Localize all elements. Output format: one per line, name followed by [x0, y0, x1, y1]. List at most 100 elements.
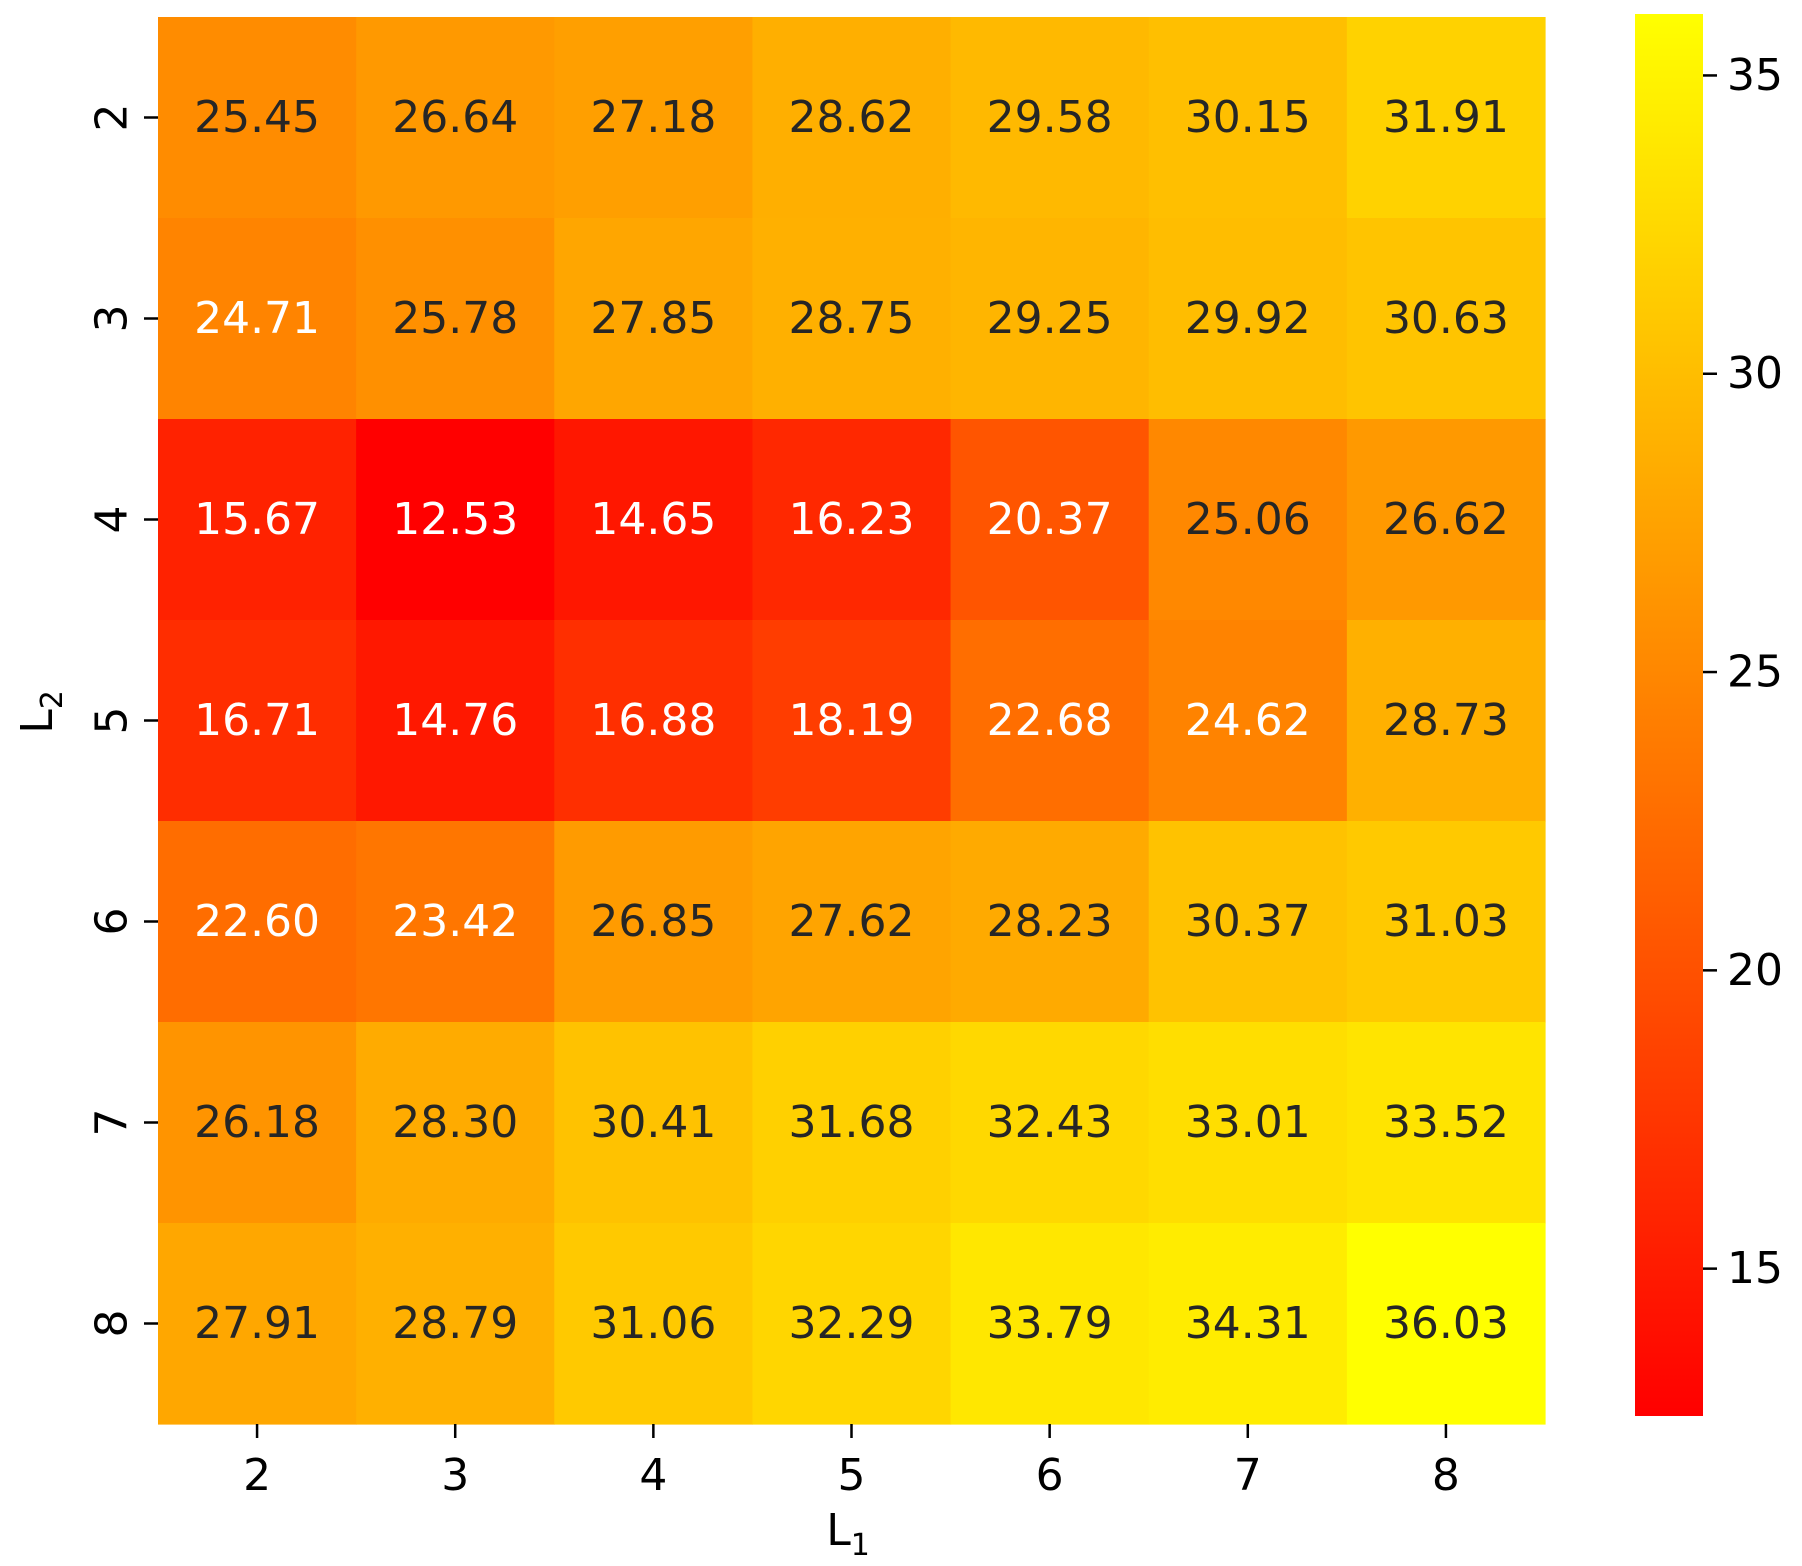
- cell-value-label: 30.63: [1383, 293, 1509, 344]
- heatmap-cell: [356, 218, 555, 420]
- colorbar-tick-label: 35: [1727, 50, 1783, 101]
- heatmap-cell: [1346, 419, 1546, 621]
- cell-value-label: 24.71: [194, 293, 320, 344]
- cell-value-label: 24.62: [1185, 695, 1311, 746]
- cell-value-label: 32.43: [987, 1097, 1113, 1148]
- x-axis-title-main: L: [826, 1505, 851, 1556]
- cell-value-label: 29.92: [1185, 293, 1311, 344]
- y-tick-label: 5: [87, 707, 138, 735]
- cell-value-label: 30.15: [1185, 92, 1311, 143]
- cell-value-label: 33.79: [987, 1298, 1113, 1349]
- cell-value-label: 26.18: [194, 1097, 320, 1148]
- cell-value-label: 14.76: [392, 695, 518, 746]
- heatmap-cell: [554, 821, 754, 1023]
- heatmap-cell: [158, 1223, 357, 1425]
- heatmap-cell: [1148, 17, 1348, 219]
- cell-value-label: 27.18: [590, 92, 716, 143]
- heatmap-cell: [158, 218, 357, 420]
- y-axis-title: L2: [12, 690, 70, 734]
- y-axis: 2 3 4 5 6 7 8: [87, 104, 158, 1338]
- heatmap-cells: 25.45 26.64 27.18 28.62 29.58 30.15 31.91 24.71…: [158, 17, 1546, 1425]
- cell-value-label: 20.37: [987, 494, 1113, 545]
- heatmap-cell: [950, 17, 1150, 219]
- colorbar-tick-label: 15: [1727, 1243, 1783, 1294]
- heatmap-cell: [752, 821, 952, 1023]
- y-tick-label: 4: [87, 506, 138, 534]
- heatmap-cell: [1346, 218, 1546, 420]
- heatmap-cell: [752, 620, 952, 822]
- y-tick-label: 6: [87, 908, 138, 936]
- heatmap-cell: [554, 218, 754, 420]
- colorbar-tick-label: 30: [1727, 348, 1783, 399]
- cell-value-label: 16.23: [789, 494, 915, 545]
- x-axis: 2 3 4 5 6 7 8: [243, 1424, 1460, 1501]
- heatmap-cell: [1346, 620, 1546, 822]
- heatmap-cell: [356, 419, 555, 621]
- heatmap-cell: [356, 821, 555, 1023]
- heatmap-cell: [1346, 1022, 1546, 1224]
- x-tick-label: 6: [1036, 1450, 1064, 1501]
- y-axis-title-main: L: [12, 709, 63, 734]
- cell-value-label: 28.79: [392, 1298, 518, 1349]
- cell-value-label: 29.58: [987, 92, 1113, 143]
- cell-value-label: 26.62: [1383, 494, 1509, 545]
- heatmap-cell: [356, 1223, 555, 1425]
- heatmap-cell: [356, 620, 555, 822]
- heatmap-cell: [950, 1223, 1150, 1425]
- heatmap-cell: [752, 218, 952, 420]
- colorbar-tick-label: 20: [1727, 945, 1783, 996]
- cell-value-label: 26.85: [590, 896, 716, 947]
- heatmap-cell: [1346, 821, 1546, 1023]
- heatmap-cell: [554, 620, 754, 822]
- x-tick-label: 3: [441, 1450, 469, 1501]
- cell-value-label: 31.91: [1383, 92, 1509, 143]
- cell-value-label: 31.06: [590, 1298, 716, 1349]
- cell-value-label: 28.62: [789, 92, 915, 143]
- x-tick-label: 8: [1432, 1450, 1460, 1501]
- cell-value-label: 27.85: [590, 293, 716, 344]
- cell-value-label: 31.68: [789, 1097, 915, 1148]
- heatmap-cell: [554, 419, 754, 621]
- heatmap-cell: [950, 620, 1150, 822]
- cell-value-label: 28.73: [1383, 695, 1509, 746]
- cell-value-label: 22.68: [987, 695, 1113, 746]
- heatmap-cell: [1346, 1223, 1546, 1425]
- cell-value-label: 33.01: [1185, 1097, 1311, 1148]
- heatmap-cell: [950, 1022, 1150, 1224]
- x-axis-title: L1: [826, 1505, 870, 1563]
- cell-value-label: 12.53: [392, 494, 518, 545]
- x-tick-label: 5: [838, 1450, 866, 1501]
- cell-value-label: 32.29: [789, 1298, 915, 1349]
- heatmap-cell: [554, 1022, 754, 1224]
- heatmap-cell: [158, 17, 357, 219]
- cell-value-label: 31.03: [1383, 896, 1509, 947]
- cell-value-label: 14.65: [590, 494, 716, 545]
- heatmap-cell: [158, 419, 357, 621]
- heatmap-cell: [356, 1022, 555, 1224]
- cell-value-label: 36.03: [1383, 1298, 1509, 1349]
- heatmap-cell: [1148, 821, 1348, 1023]
- cell-value-label: 26.64: [392, 92, 518, 143]
- heatmap-cell: [950, 218, 1150, 420]
- cell-value-label: 16.71: [194, 695, 320, 746]
- colorbar-gradient: [1635, 14, 1703, 1416]
- y-tick-label: 3: [87, 305, 138, 333]
- heatmap-cell: [356, 17, 555, 219]
- heatmap-cell: [752, 1022, 952, 1224]
- heatmap-cell: [950, 419, 1150, 621]
- cell-value-label: 18.19: [789, 695, 915, 746]
- cell-value-label: 28.75: [789, 293, 915, 344]
- cell-value-label: 30.41: [590, 1097, 716, 1148]
- cell-value-label: 30.37: [1185, 896, 1311, 947]
- y-tick-label: 8: [87, 1310, 138, 1338]
- heatmap-cell: [1148, 620, 1348, 822]
- cell-value-label: 22.60: [194, 896, 320, 947]
- cell-value-label: 23.42: [392, 896, 518, 947]
- x-tick-label: 7: [1234, 1450, 1262, 1501]
- heatmap-cell: [1148, 1022, 1348, 1224]
- cell-value-label: 33.52: [1383, 1097, 1509, 1148]
- heatmap-cell: [554, 1223, 754, 1425]
- cell-value-label: 34.31: [1185, 1298, 1311, 1349]
- heatmap-cell: [158, 821, 357, 1023]
- heatmap-cell: [1148, 218, 1348, 420]
